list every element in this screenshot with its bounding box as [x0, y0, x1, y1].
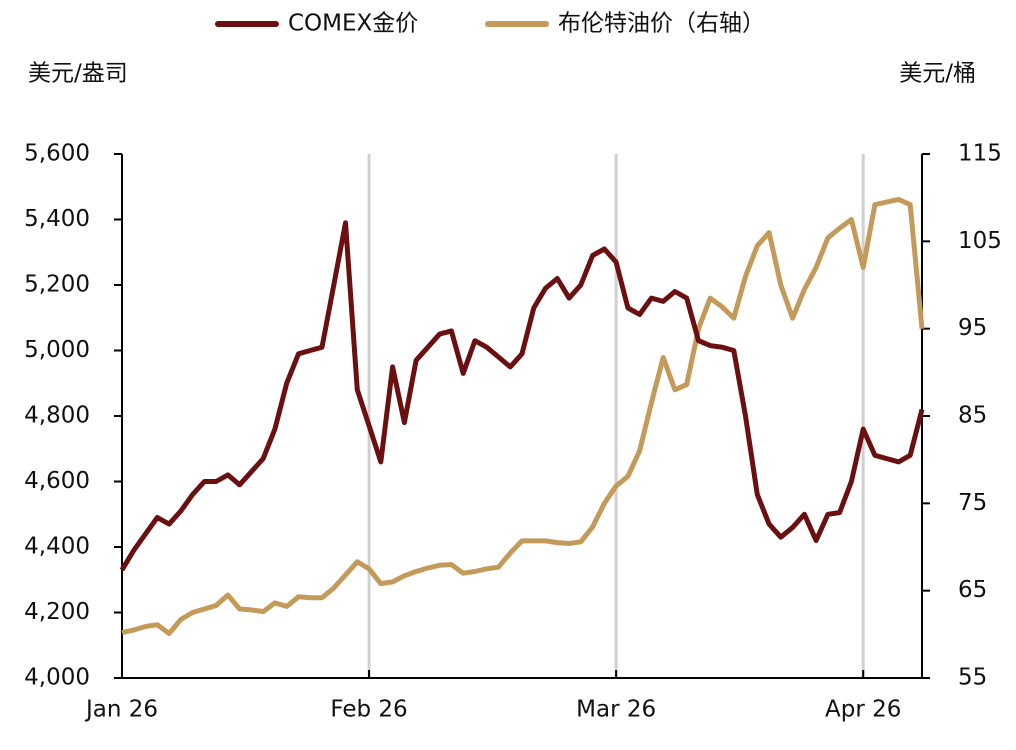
- y-tick-label: 4,600: [24, 468, 90, 494]
- y2-axis-title: 美元/桶: [899, 61, 976, 87]
- y2-tick-label: 95: [958, 315, 987, 341]
- y-tick-label: 4,400: [24, 534, 90, 560]
- y2-tick-label: 115: [958, 141, 1002, 167]
- y-tick-label: 4,800: [24, 403, 90, 429]
- series-line: [121, 196, 925, 636]
- x-tick-label: Mar 26: [576, 697, 656, 723]
- y-tick-label: 4,000: [24, 665, 90, 691]
- y-tick-label: 5,000: [24, 337, 90, 363]
- y2-tick-label: 65: [958, 577, 987, 603]
- y2-tick-label: 75: [958, 490, 987, 516]
- legend-label: COMEX金价: [288, 11, 418, 37]
- x-tick-label: Apr 26: [825, 697, 901, 723]
- series-line: [119, 220, 925, 572]
- y-axis-title: 美元/盎司: [28, 61, 128, 87]
- y-tick-label: 5,600: [24, 141, 90, 167]
- y2-tick-label: 105: [958, 228, 1002, 254]
- y-tick-label: 4,200: [24, 599, 90, 625]
- x-tick-label: Jan 26: [84, 697, 158, 723]
- y2-tick-label: 55: [958, 665, 987, 691]
- y-tick-label: 5,200: [24, 272, 90, 298]
- x-tick-label: Feb 26: [330, 697, 407, 723]
- y-tick-label: 5,400: [24, 206, 90, 232]
- y2-tick-label: 85: [958, 403, 987, 429]
- legend-label: 布伦特油价（右轴）: [558, 11, 765, 37]
